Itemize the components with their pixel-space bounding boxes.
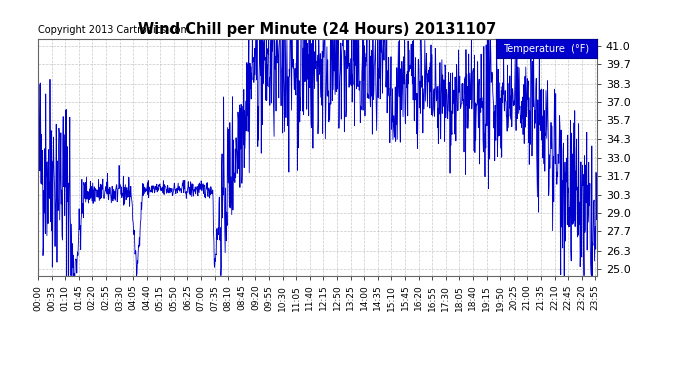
Text: Copyright 2013 Cartronics.com: Copyright 2013 Cartronics.com xyxy=(38,25,190,34)
Title: Wind Chill per Minute (24 Hours) 20131107: Wind Chill per Minute (24 Hours) 2013110… xyxy=(138,22,497,37)
